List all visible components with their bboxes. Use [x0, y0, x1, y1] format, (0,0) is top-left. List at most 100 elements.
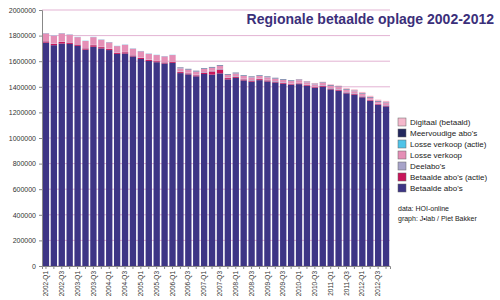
- x-tick-label: 2012-Q1: [358, 271, 366, 297]
- bar: [248, 77, 254, 80]
- series: [43, 41, 389, 106]
- x-tick: 2010-Q3: [311, 266, 319, 296]
- bar: [320, 82, 326, 83]
- y-tick: 1200000: [9, 109, 42, 116]
- x-tick-label: 2009-Q3: [279, 271, 287, 297]
- bar: [185, 73, 191, 74]
- bar: [351, 91, 357, 93]
- x-tick: [338, 266, 339, 269]
- bar: [335, 86, 341, 87]
- x-tick-label: 2006-Q1: [169, 271, 177, 297]
- x-tick-mark: [109, 266, 110, 269]
- x-tick-mark: [362, 266, 363, 269]
- bar: [122, 52, 128, 53]
- annotation: data: HOI-online: [398, 205, 449, 212]
- legend-swatch: [398, 162, 406, 170]
- bar: [51, 45, 57, 266]
- bar: [90, 36, 96, 37]
- bar: [74, 37, 80, 44]
- x-tick: 2012-Q3: [374, 266, 382, 296]
- bar: [375, 102, 381, 104]
- x-tick: 2005-Q1: [137, 266, 145, 296]
- bar: [90, 47, 96, 266]
- grid: [42, 10, 390, 266]
- bar: [185, 70, 191, 73]
- bar: [288, 84, 294, 86]
- bar: [320, 85, 326, 87]
- bar: [272, 77, 278, 78]
- x-tick: 2008-Q3: [248, 266, 256, 296]
- series: [43, 33, 389, 105]
- title: Regionale betaalde oplage 2002-2012: [247, 11, 495, 27]
- bar: [367, 97, 373, 98]
- bar: [201, 69, 207, 72]
- bar: [312, 87, 318, 89]
- x-tick: [69, 266, 70, 269]
- bar: [312, 83, 318, 84]
- bar: [201, 74, 207, 266]
- bar: [367, 101, 373, 266]
- legend-swatch: [398, 118, 406, 126]
- legend-item: Meervoudige abo's: [398, 129, 477, 138]
- bar: [74, 36, 80, 37]
- bar: [90, 37, 96, 45]
- x-tick: [370, 266, 371, 269]
- x-tick: 2004-Q3: [121, 266, 129, 296]
- bar: [122, 44, 128, 45]
- bar: [177, 72, 183, 73]
- x-tick: 2007-Q3: [216, 266, 224, 296]
- bar: [351, 93, 357, 95]
- bar: [185, 68, 191, 69]
- x-tick: [164, 266, 165, 269]
- x-tick: [85, 266, 86, 269]
- bar: [233, 73, 239, 76]
- y-tick: 2000000: [9, 7, 42, 14]
- bar: [335, 86, 341, 87]
- bar: [288, 85, 294, 266]
- x-tick-mark: [172, 266, 173, 269]
- x-tick: [291, 266, 292, 269]
- bar: [225, 75, 231, 78]
- bar: [256, 75, 262, 76]
- x-tick: 2003-Q3: [89, 266, 97, 296]
- bar: [43, 33, 49, 41]
- bar: [264, 80, 270, 81]
- bar: [296, 84, 302, 266]
- x-tick-mark: [188, 266, 189, 269]
- bar: [264, 81, 270, 266]
- bar: [193, 71, 199, 72]
- x-tick: 2004-Q1: [105, 266, 113, 296]
- x-tick: [275, 266, 276, 269]
- x-tick: [227, 266, 228, 269]
- bar: [383, 101, 389, 103]
- bar: [272, 78, 278, 79]
- bar: [98, 39, 104, 40]
- x-tick: [386, 266, 387, 269]
- bar: [304, 85, 310, 87]
- y-tick-label: 2000000: [9, 7, 36, 14]
- bar: [122, 44, 128, 45]
- bar: [146, 53, 152, 54]
- bar: [375, 101, 381, 102]
- y-tick-label: 600000: [13, 186, 36, 193]
- y-tick-mark: [39, 10, 42, 11]
- x-tick: [101, 266, 102, 269]
- x-tick-label: 2005-Q1: [137, 271, 145, 297]
- x-tick-mark: [140, 266, 141, 269]
- bar: [169, 54, 175, 55]
- bar: [98, 40, 104, 47]
- bar: [280, 82, 286, 84]
- bar: [383, 103, 389, 105]
- bar: [241, 79, 247, 80]
- series: [177, 65, 389, 103]
- legend-label: Losse verkoop (actie): [410, 140, 487, 149]
- x-tick: 2006-Q3: [184, 266, 192, 296]
- bar: [67, 34, 73, 35]
- legend: Digitaal (betaald)Meervoudige abo'sLosse…: [398, 118, 487, 193]
- bar: [280, 84, 286, 266]
- bar: [375, 100, 381, 101]
- bar: [241, 75, 247, 76]
- y-tick-mark: [39, 61, 42, 62]
- x-tick-mark: [93, 266, 94, 269]
- y-tick-label: 800000: [13, 160, 36, 167]
